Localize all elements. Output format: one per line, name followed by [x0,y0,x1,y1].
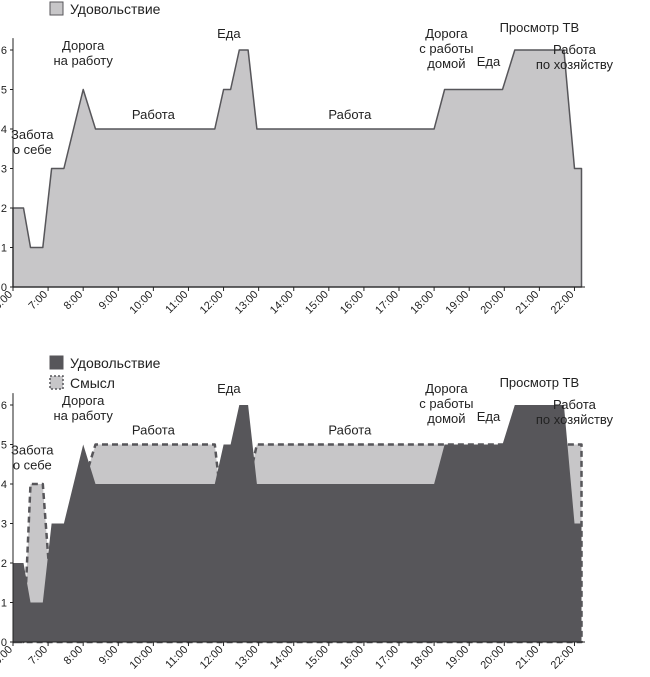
y-tick-label: 1 [1,598,7,610]
series-area-pleasure [13,405,582,642]
activity-label: Работа [553,42,597,57]
y-tick-label: 2 [1,558,7,570]
x-tick-label: 18:00 [408,644,436,672]
x-tick-label: 9:00 [97,644,121,668]
y-tick-label: 3 [1,519,7,531]
y-tick-label: 1 [1,243,7,255]
x-tick-label: 7:00 [27,644,51,668]
x-tick-label: 8:00 [62,289,86,313]
x-tick-label: 21:00 [514,644,542,672]
activity-label: Забота [11,127,54,142]
x-tick-label: 9:00 [97,289,121,313]
activity-label: на работу [53,408,113,423]
x-tick-label: 18:00 [408,289,436,317]
legend-swatch [49,375,64,390]
activity-label: Дорога [62,38,105,53]
x-tick-label: 16:00 [338,644,366,672]
activity-label: Работа [328,107,372,122]
activity-label: домой [427,56,465,71]
legend-label: Смысл [70,375,115,391]
y-tick-label: 3 [1,164,7,176]
y-tick-label: 0 [1,637,7,649]
x-tick-label: 17:00 [373,289,401,317]
activity-label: о себе [13,457,52,472]
x-tick-label: 12:00 [198,644,226,672]
pleasure-area-chart: 0 1 2 3 4 5 6 6:00 7:00 8:00 9:00 10:00 11:00 12:00 13… [0,1,614,317]
activity-label: Просмотр ТВ [500,20,580,35]
x-tick-label: 21:00 [514,289,542,317]
y-tick-label: 4 [1,124,7,136]
x-tick-label: 19:00 [443,644,471,672]
x-tick-label: 20:00 [478,289,506,317]
y-tick-label: 5 [1,85,7,97]
activity-label: на работу [53,53,113,68]
activity-label: о себе [13,142,52,157]
x-tick-label: 13:00 [233,644,261,672]
series-area-pleasure [12,49,583,288]
y-tick-label: 5 [1,440,7,452]
y-tick-label: 2 [1,203,7,215]
x-tick-label: 22:00 [549,644,577,672]
activity-label: Работа [132,423,176,438]
activity-label: Дорога [62,393,105,408]
activity-label: по хозяйству [536,57,614,72]
activity-label: по хозяйству [536,412,614,427]
activity-label: Забота [11,442,54,457]
x-tick-label: 14:00 [268,289,296,317]
x-tick-label: 20:00 [478,644,506,672]
x-tick-label: 15:00 [303,644,331,672]
legend-label: Удовольствие [70,1,161,17]
x-tick-label: 22:00 [549,289,577,317]
y-tick-label: 4 [1,479,7,491]
x-tick-label: 19:00 [443,289,471,317]
x-tick-label: 12:00 [198,289,226,317]
activity-label: с работы [419,396,473,411]
activity-label: Работа [553,397,597,412]
y-tick-label: 6 [1,45,7,57]
activity-label: Просмотр ТВ [500,375,580,390]
activity-label: Еда [477,54,501,69]
x-tick-label: 6:00 [0,289,15,313]
x-tick-label: 7:00 [27,289,51,313]
activity-label: Дорога [425,381,468,396]
x-tick-label: 15:00 [303,289,331,317]
x-tick-label: 11:00 [163,644,190,671]
x-tick-label: 17:00 [373,644,401,672]
x-tick-label: 14:00 [268,644,296,672]
x-tick-label: 8:00 [62,644,86,668]
activity-label: домой [427,411,465,426]
legend-swatch [49,1,64,16]
activity-label: Работа [132,107,176,122]
x-tick-label: 6:00 [0,644,15,668]
activity-label: с работы [419,41,473,56]
legend-label: Удовольствие [70,355,161,371]
x-tick-label: 13:00 [233,289,261,317]
x-tick-label: 10:00 [128,289,156,317]
x-tick-label: 11:00 [163,289,190,316]
activity-label: Дорога [425,26,468,41]
activity-label: Еда [217,381,241,396]
x-tick-label: 16:00 [338,289,366,317]
activity-label: Еда [217,26,241,41]
x-tick-label: 10:00 [128,644,156,672]
y-tick-label: 6 [1,400,7,412]
activity-label: Еда [477,409,501,424]
legend-swatch [49,355,64,370]
y-tick-label: 0 [1,282,7,294]
activity-label: Работа [328,423,372,438]
pleasure-meaning-area-chart: 0 1 2 3 4 5 6 6:00 7:00 8:00 9:00 10:00 11:00 12:00 13… [0,355,614,672]
